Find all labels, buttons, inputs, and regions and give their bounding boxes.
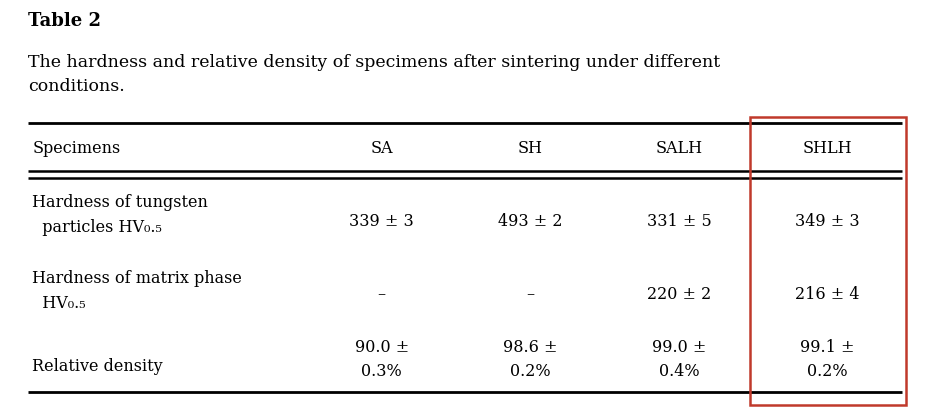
Text: Hardness of matrix phase: Hardness of matrix phase — [32, 270, 242, 287]
Text: 90.0 ±: 90.0 ± — [354, 338, 409, 355]
Text: 0.2%: 0.2% — [510, 363, 550, 380]
Text: –: – — [526, 285, 535, 302]
Text: Table 2: Table 2 — [28, 12, 101, 30]
Text: 220 ± 2: 220 ± 2 — [647, 285, 711, 302]
Text: 0.3%: 0.3% — [362, 363, 402, 380]
Text: 349 ± 3: 349 ± 3 — [796, 213, 860, 230]
Text: Hardness of tungsten: Hardness of tungsten — [32, 193, 208, 210]
Text: SALH: SALH — [656, 139, 702, 156]
Text: Relative density: Relative density — [32, 357, 163, 374]
Text: 99.0 ±: 99.0 ± — [652, 338, 706, 355]
Text: 331 ± 5: 331 ± 5 — [647, 213, 711, 230]
Text: 493 ± 2: 493 ± 2 — [499, 213, 562, 230]
Text: SHLH: SHLH — [803, 139, 852, 156]
Bar — [749, 118, 906, 405]
Text: 216 ± 4: 216 ± 4 — [796, 285, 860, 302]
Text: 99.1 ±: 99.1 ± — [800, 338, 855, 355]
Text: particles HV₀.₅: particles HV₀.₅ — [32, 218, 162, 235]
Text: Specimens: Specimens — [32, 139, 120, 156]
Text: SA: SA — [371, 139, 393, 156]
Text: 0.2%: 0.2% — [808, 363, 848, 380]
Text: HV₀.₅: HV₀.₅ — [32, 294, 86, 311]
Text: –: – — [377, 285, 386, 302]
Text: The hardness and relative density of specimens after sintering under different
c: The hardness and relative density of spe… — [28, 54, 720, 95]
Text: SH: SH — [518, 139, 543, 156]
Text: 339 ± 3: 339 ± 3 — [350, 213, 414, 230]
Text: 98.6 ±: 98.6 ± — [503, 338, 558, 355]
Text: 0.4%: 0.4% — [659, 363, 699, 380]
